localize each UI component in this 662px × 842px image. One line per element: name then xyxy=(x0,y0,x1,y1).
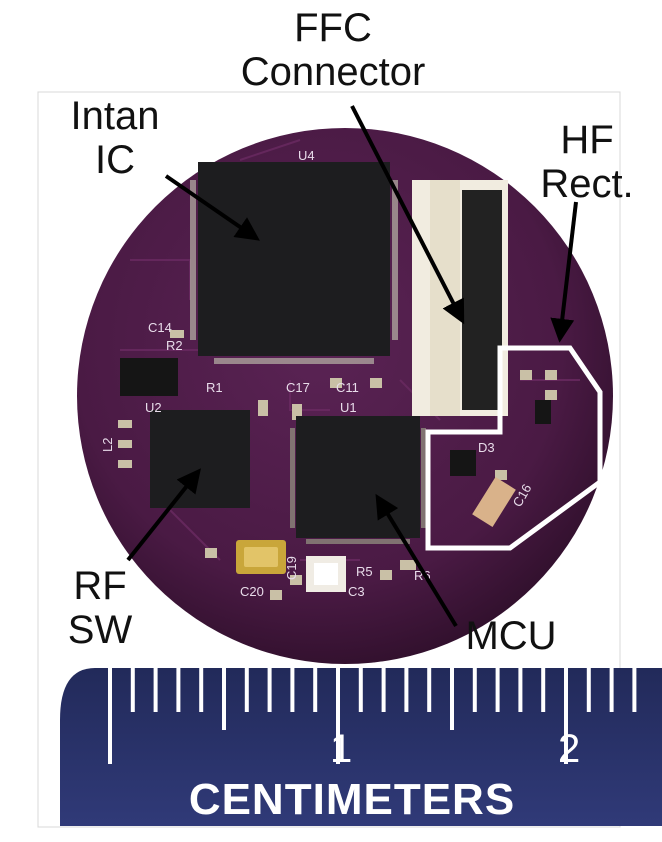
silk-r5: R5 xyxy=(356,564,373,579)
silk-c14: C14 xyxy=(148,320,172,335)
silk-c3: C3 xyxy=(348,584,365,599)
silk-r2: R2 xyxy=(166,338,183,353)
arrow-rf xyxy=(126,468,201,562)
arrow-mcu xyxy=(375,493,458,628)
label-hf-rect: HF Rect. xyxy=(528,118,646,206)
arrow-ffc xyxy=(350,105,465,325)
silk-u4: U4 xyxy=(298,148,315,163)
label-intan-line2: IC xyxy=(95,138,135,182)
label-hf-line1: HF xyxy=(560,118,614,162)
pcb-board: U4 U1 U2 C14 R2 C17 C11 R1 C16 R5 C3 C20… xyxy=(77,128,613,664)
annotation-arrows xyxy=(126,105,578,628)
silk-c11: C11 xyxy=(336,380,359,395)
silk-u1: U1 xyxy=(340,400,357,415)
label-mcu: MCU xyxy=(446,614,576,658)
arrow-hf xyxy=(550,201,578,343)
label-mcu-text: MCU xyxy=(465,614,557,658)
label-hf-line2: Rect. xyxy=(540,162,634,206)
label-intan-line1: Intan xyxy=(70,94,160,138)
silk-d3: D3 xyxy=(478,440,495,455)
label-ffc-line1: FFC xyxy=(294,6,372,50)
ruler-unit-label: CENTIMETERS xyxy=(189,775,515,824)
silk-r1: R1 xyxy=(206,380,223,395)
ruler-ticks xyxy=(108,668,637,764)
ruler-number-2: 2 xyxy=(558,727,580,771)
label-ffc-connector: FFC Connector xyxy=(228,6,438,94)
label-intan-ic: Intan IC xyxy=(60,94,170,182)
label-rf-line1: RF xyxy=(73,564,127,608)
label-rf-sw: RF SW xyxy=(50,564,150,652)
ruler-number-1: 1 xyxy=(330,727,352,771)
arrow-intan xyxy=(164,174,260,241)
silk-c20: C20 xyxy=(240,584,264,599)
silk-u2: U2 xyxy=(145,400,162,415)
silk-c17: C17 xyxy=(286,380,310,395)
ruler: 1 2 CENTIMETERS xyxy=(60,668,662,826)
silk-c19: C19 xyxy=(284,556,299,580)
label-ffc-line2: Connector xyxy=(240,50,426,94)
label-rf-line2: SW xyxy=(67,608,133,652)
silk-l2: L2 xyxy=(100,438,115,452)
hf-rect-highlight xyxy=(425,345,603,551)
